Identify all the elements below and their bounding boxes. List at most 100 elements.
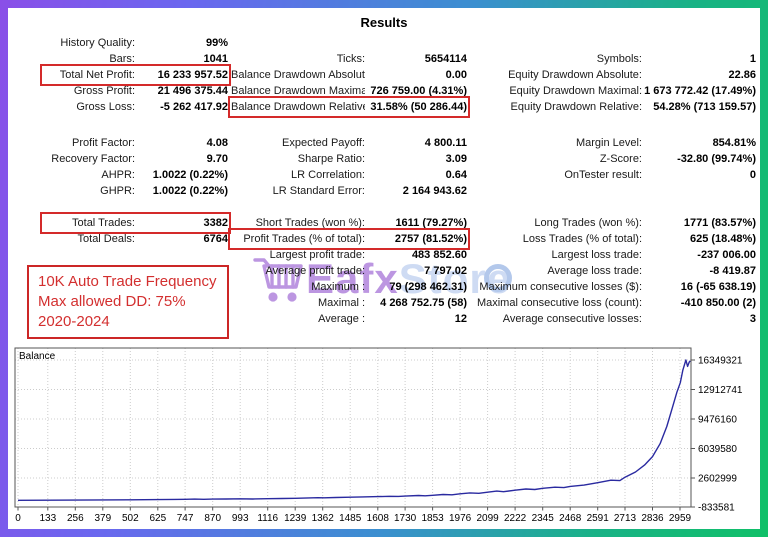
stat-row: Short Trades (won %): 1611 (79.27%) xyxy=(231,215,467,231)
stat-label: GHPR: xyxy=(100,185,135,197)
stats-section: Total Trades: 3382 Total Deals: 6764 xyxy=(40,212,231,327)
svg-text:2099: 2099 xyxy=(476,513,499,524)
stat-label: Profit Factor: xyxy=(72,137,135,149)
stat-label: Largest loss trade: xyxy=(551,249,643,261)
svg-text:2836: 2836 xyxy=(641,513,664,524)
stat-label: Sharpe Ratio: xyxy=(297,153,365,165)
svg-text:133: 133 xyxy=(39,513,56,524)
stat-label: Bars: xyxy=(109,53,135,65)
stat-row xyxy=(231,35,467,51)
balance-chart-svg: Balance 0 133 256 379 502 625 747 870 993 1116 123… xyxy=(14,347,743,524)
svg-text:2222: 2222 xyxy=(504,513,527,524)
chart-y-axis-labels: 16349321 12912741 9476160 6039580 2602999 -83… xyxy=(698,356,743,514)
stat-row: Largest loss trade: -237 006.00 xyxy=(471,247,757,263)
stat-label: Balance Drawdown Relative: xyxy=(231,101,365,113)
stat-row: Long Trades (won %): 1771 (83.57%) xyxy=(471,215,756,231)
svg-text:870: 870 xyxy=(204,513,221,524)
stat-row: LR Correlation: 0.64 xyxy=(231,167,467,183)
stat-label: Short Trades (won %): xyxy=(255,217,365,229)
stat-value: 726 759.00 (4.31%) xyxy=(370,85,467,97)
stat-row: Total Deals: 6764 xyxy=(43,231,228,247)
stats-section: Ticks: 5654114 Balance Drawdown Absolute: 0… xyxy=(228,35,470,118)
stat-label: Average : xyxy=(318,313,365,325)
stat-row: History Quality: 99% xyxy=(43,35,228,51)
stat-row: AHPR: 1.0022 (0.22%) xyxy=(43,167,228,183)
stat-row xyxy=(471,35,756,51)
stat-label: Gross Profit: xyxy=(73,85,135,97)
stat-value: -32.80 (99.74%) xyxy=(677,153,756,165)
stat-row: Bars: 1041 xyxy=(43,51,228,67)
stat-label: Maximal : xyxy=(317,297,365,309)
stat-row: Equity Drawdown Absolute: 22.86 xyxy=(471,67,756,83)
svg-text:379: 379 xyxy=(94,513,111,524)
stat-row: Average consecutive losses: 3 xyxy=(471,311,756,327)
annotation-line: Max allowed DD: 75% xyxy=(38,293,186,310)
svg-text:256: 256 xyxy=(67,513,84,524)
stats-section: Long Trades (won %): 1771 (83.57%) Loss Tr… xyxy=(471,215,756,327)
stat-label: Equity Drawdown Maximal: xyxy=(509,85,642,97)
svg-text:9476160: 9476160 xyxy=(698,415,737,426)
svg-text:12912741: 12912741 xyxy=(698,385,743,396)
stat-label: Expected Payoff: xyxy=(282,137,365,149)
stat-value: 483 852.60 xyxy=(411,249,467,261)
svg-text:1730: 1730 xyxy=(394,513,417,524)
stat-row: GHPR: 1.0022 (0.22%) xyxy=(43,183,228,199)
stat-row-highlighted: Profit Trades (% of total): 2757 (81.52%) xyxy=(228,228,470,250)
stat-value: 2757 (81.52%) xyxy=(394,233,467,245)
stat-value: 21 496 375.44 xyxy=(157,85,228,97)
stat-label: Loss Trades (% of total): xyxy=(522,233,642,245)
svg-text:502: 502 xyxy=(122,513,139,524)
stat-row: OnTester result: 0 xyxy=(471,167,756,183)
stat-value: 0.64 xyxy=(445,169,467,181)
stat-label: Maximum consecutive losses ($): xyxy=(479,281,642,293)
stat-label: LR Correlation: xyxy=(291,169,365,181)
stat-row: Average profit trade: 7 797.02 xyxy=(231,263,467,279)
stats-section: History Quality: 99% Bars: 1041 Total Net Pr… xyxy=(40,35,231,115)
stat-label: Equity Drawdown Relative: xyxy=(510,101,642,113)
svg-text:1485: 1485 xyxy=(339,513,362,524)
stat-value: 6764 xyxy=(203,233,228,245)
stat-row: Balance Drawdown Absolute: 0.00 xyxy=(231,67,467,83)
svg-text:1362: 1362 xyxy=(312,513,335,524)
stat-label: AHPR: xyxy=(101,169,135,181)
stat-value: 3382 xyxy=(203,217,228,229)
stats-section: Expected Payoff: 4 800.11 Sharpe Ratio: 3.0… xyxy=(231,135,467,199)
stat-value: 4 268 752.75 (58) xyxy=(380,297,467,309)
stat-value: 2 164 943.62 xyxy=(402,185,467,197)
stat-value: 22.86 xyxy=(728,69,756,81)
stat-value: 0 xyxy=(749,169,756,181)
chart-series-label: Balance xyxy=(19,351,56,362)
page-title: Results xyxy=(360,15,408,30)
svg-text:1608: 1608 xyxy=(367,513,390,524)
stat-row-highlighted: Total Net Profit: 16 233 957.52 xyxy=(40,64,231,86)
stat-value: 3.09 xyxy=(445,153,467,165)
stat-label xyxy=(231,35,365,51)
annotation-line: 2020-2024 xyxy=(38,313,110,330)
stat-value: 1.0022 (0.22%) xyxy=(152,185,228,197)
stat-value: 4 800.11 xyxy=(424,137,467,149)
svg-text:1116: 1116 xyxy=(257,513,278,524)
stat-value: 1041 xyxy=(203,53,228,65)
stat-value: 1.0022 (0.22%) xyxy=(152,169,228,181)
stat-row-highlighted: Balance Drawdown Relative: 31.58% (50 286… xyxy=(228,96,470,118)
stat-label: Z-Score: xyxy=(599,153,642,165)
stat-row: Loss Trades (% of total): 625 (18.48%) xyxy=(471,231,756,247)
stat-row: Recovery Factor: 9.70 xyxy=(43,151,228,167)
svg-text:1239: 1239 xyxy=(284,513,307,524)
svg-text:2591: 2591 xyxy=(587,513,610,524)
annotation-line: 10K Auto Trade Frequency xyxy=(38,273,217,290)
svg-text:2602999: 2602999 xyxy=(698,474,737,485)
svg-text:747: 747 xyxy=(177,513,194,524)
stats-column-left: History Quality: 99% Bars: 1041 Total Net Pr… xyxy=(40,35,231,327)
stat-label: Total Trades: xyxy=(72,217,135,229)
stat-value: 1 xyxy=(749,53,756,65)
stat-row: Average loss trade: -8 419.87 xyxy=(471,263,756,279)
stat-value: 16 233 957.52 xyxy=(157,69,228,81)
stats-section: Symbols: 1 Equity Drawdown Absolute: 22.86 E… xyxy=(471,35,756,115)
stats-column-right: Symbols: 1 Equity Drawdown Absolute: 22.86 E… xyxy=(471,35,756,327)
stat-row: Maximal : 4 268 752.75 (58) xyxy=(231,295,467,311)
stat-row: Maximum : 79 (298 462.31) xyxy=(231,279,467,295)
stat-label: Ticks: xyxy=(336,53,365,65)
chart-x-axis-labels: 0 133 256 379 502 625 747 870 993 1116 1239 1362 148… xyxy=(15,513,691,524)
